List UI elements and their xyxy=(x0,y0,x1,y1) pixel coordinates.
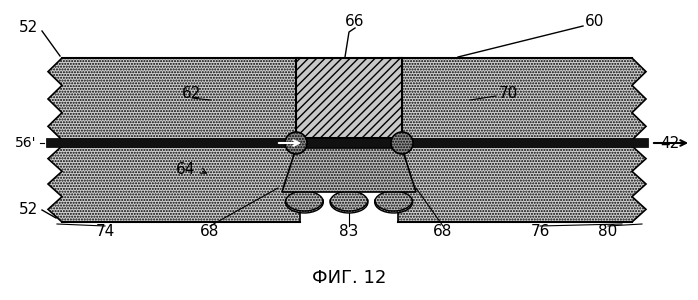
Text: 64: 64 xyxy=(177,163,195,178)
Text: 68: 68 xyxy=(433,224,453,239)
Text: 66: 66 xyxy=(346,14,365,29)
Text: 76: 76 xyxy=(530,224,550,239)
Text: 52: 52 xyxy=(18,20,38,35)
Text: 56': 56' xyxy=(15,136,37,150)
Text: 70: 70 xyxy=(498,85,518,100)
Ellipse shape xyxy=(285,191,323,213)
Text: ФИГ. 12: ФИГ. 12 xyxy=(312,269,386,287)
Text: 68: 68 xyxy=(200,224,220,239)
Text: 62: 62 xyxy=(182,85,202,100)
Circle shape xyxy=(391,132,413,154)
Circle shape xyxy=(285,132,307,154)
Polygon shape xyxy=(398,146,646,222)
Polygon shape xyxy=(398,58,646,140)
Text: 60: 60 xyxy=(586,14,604,29)
Ellipse shape xyxy=(330,191,368,213)
Polygon shape xyxy=(48,58,300,140)
Polygon shape xyxy=(296,58,402,138)
Text: 42: 42 xyxy=(660,136,680,151)
Ellipse shape xyxy=(375,191,413,213)
Bar xyxy=(46,138,648,147)
Text: 80: 80 xyxy=(598,224,618,239)
Text: 52: 52 xyxy=(18,202,38,217)
Text: 83: 83 xyxy=(339,224,359,239)
Polygon shape xyxy=(48,146,300,222)
Polygon shape xyxy=(282,148,416,192)
Text: 74: 74 xyxy=(96,224,114,239)
